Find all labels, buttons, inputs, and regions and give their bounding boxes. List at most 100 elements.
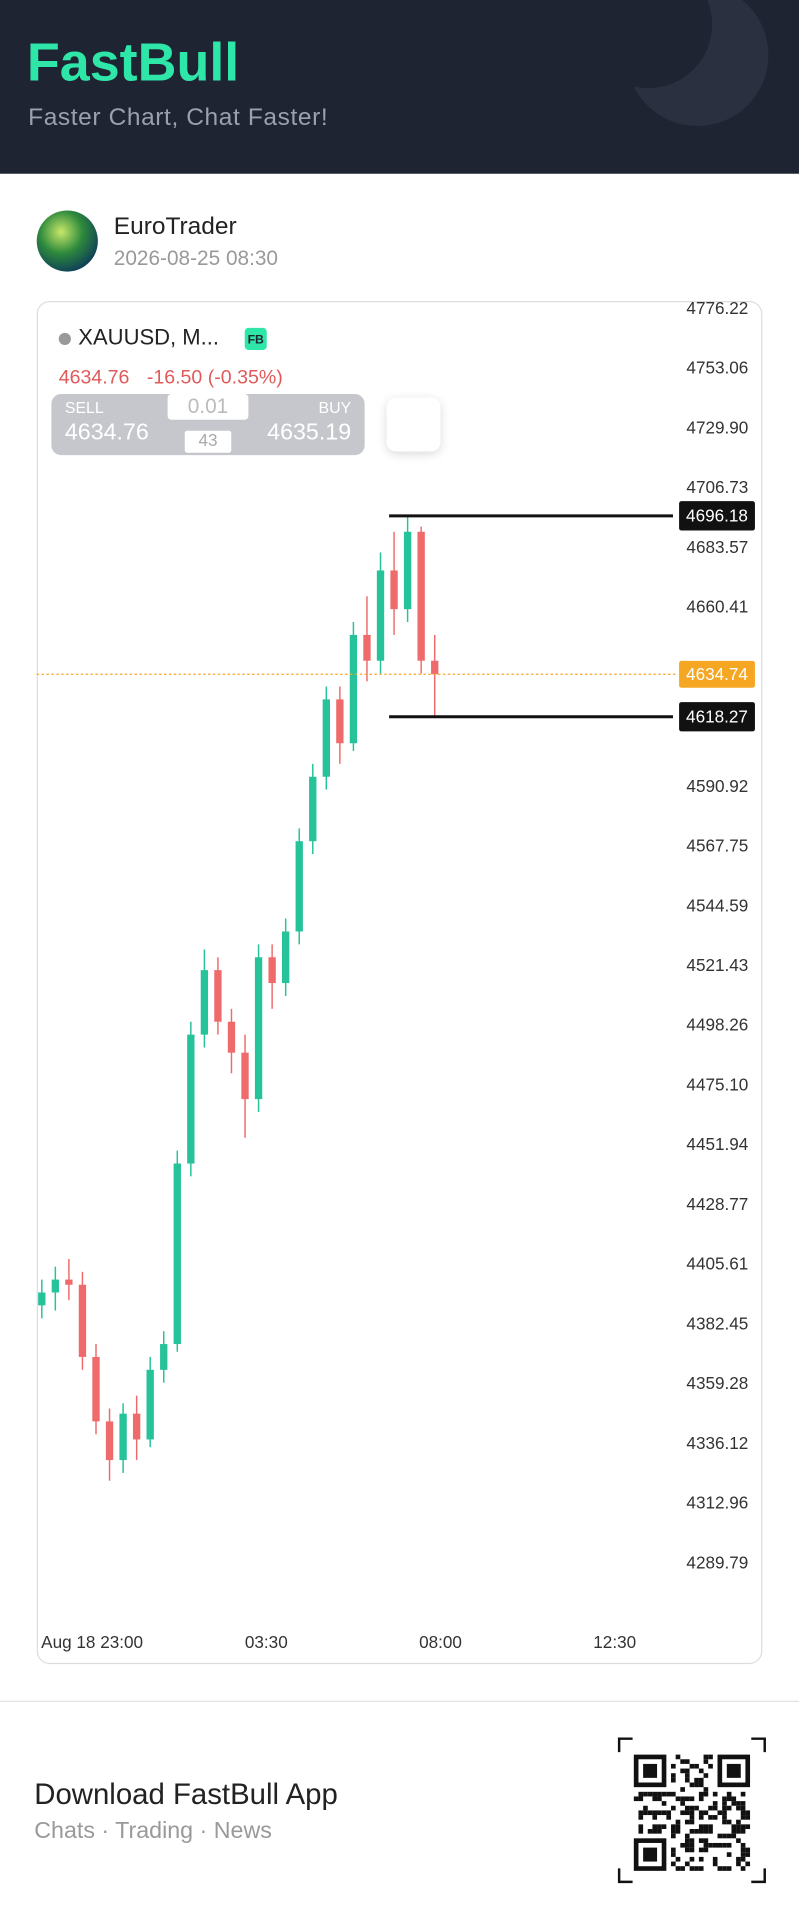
qr-cell — [689, 1782, 695, 1788]
y-tick-label: 4753.06 — [686, 358, 748, 378]
qr-cell — [745, 1852, 751, 1857]
qr-cell — [712, 1801, 718, 1806]
qr-finder — [643, 1763, 658, 1778]
qr-cell — [671, 1833, 676, 1839]
qr-cell — [666, 1791, 672, 1797]
lot[interactable]: 0.01 — [188, 395, 228, 418]
qr-cell — [666, 1810, 672, 1816]
qr-cell — [633, 1796, 639, 1802]
qr-cell — [736, 1829, 741, 1834]
qr-cell — [684, 1833, 690, 1839]
qr-cell — [694, 1866, 699, 1871]
qr-cell — [638, 1796, 644, 1802]
qr-cell — [684, 1819, 690, 1825]
qr-cell — [671, 1791, 676, 1797]
qr-cell — [671, 1773, 676, 1778]
qr-cell — [680, 1787, 685, 1792]
candle-body — [105, 1421, 114, 1461]
qr-cell — [731, 1824, 737, 1830]
candle-body — [38, 1292, 46, 1306]
qr-cell — [717, 1842, 723, 1848]
qr-cell — [712, 1861, 718, 1867]
qr-cell — [652, 1829, 658, 1834]
qr-cell — [708, 1805, 713, 1811]
y-tick-label: 4590.92 — [686, 776, 748, 796]
candle-body — [403, 531, 412, 610]
qr-cell — [675, 1819, 681, 1825]
avatar[interactable] — [36, 210, 98, 272]
qr-cell — [684, 1773, 690, 1778]
app-title: FastBull — [27, 32, 239, 92]
qr-cell — [698, 1768, 704, 1774]
level-label: 4696.18 — [686, 506, 748, 526]
y-tick-label: 4382.45 — [686, 1313, 748, 1333]
qr-cell — [736, 1824, 741, 1830]
qr-cell — [657, 1796, 662, 1802]
qr-cell — [680, 1768, 685, 1774]
qr-cell — [708, 1824, 713, 1830]
qr-cell — [703, 1773, 709, 1778]
buy-price[interactable]: 4635.19 — [267, 418, 351, 444]
qr-cell — [703, 1838, 709, 1843]
sell-price[interactable]: 4634.76 — [65, 418, 149, 444]
qr-cell — [689, 1838, 695, 1843]
qr-cell — [675, 1754, 681, 1760]
qr-cell — [698, 1796, 704, 1802]
trade-box — [51, 393, 365, 456]
qr-cell — [717, 1833, 723, 1839]
chart-button[interactable] — [386, 397, 441, 452]
y-tick-label: 4312.96 — [686, 1493, 748, 1513]
qr-cell — [638, 1810, 644, 1816]
x-tick-label: Aug 18 23:00 — [41, 1632, 143, 1652]
qr-cell — [736, 1861, 741, 1867]
qr-cell — [675, 1866, 681, 1871]
qr-cell — [712, 1805, 718, 1811]
qr-cell — [680, 1796, 685, 1802]
level-box — [679, 501, 755, 531]
candle-body — [282, 931, 290, 984]
qr-cell — [661, 1824, 667, 1830]
candle-body — [336, 699, 344, 744]
candle-body — [187, 1034, 195, 1164]
qr-cell — [722, 1796, 727, 1802]
qr-cell — [745, 1861, 751, 1867]
qr-cell — [671, 1861, 676, 1867]
qr-finder — [643, 1847, 658, 1862]
header-decoration — [584, 0, 713, 89]
qr-cell — [731, 1829, 737, 1834]
level-box — [679, 702, 755, 732]
qr-cell — [740, 1856, 746, 1862]
footer-subtitle: Chats · Trading · News — [34, 1817, 272, 1843]
qr-cell — [694, 1782, 699, 1788]
qr-cell — [671, 1777, 676, 1783]
qr-cell — [731, 1801, 737, 1806]
y-tick-label: 4475.10 — [686, 1074, 748, 1094]
qr-cell — [708, 1763, 713, 1769]
qr-cell — [703, 1829, 709, 1834]
qr-cell — [736, 1805, 741, 1811]
sell-label[interactable]: SELL — [65, 400, 104, 417]
chart-panel — [36, 301, 763, 1665]
qr-cell — [698, 1856, 704, 1862]
qr-cell — [703, 1847, 709, 1853]
symbol[interactable]: XAUUSD, M... — [78, 325, 219, 350]
qr-cell — [708, 1815, 713, 1820]
qr-cell — [740, 1801, 746, 1806]
candle-body — [51, 1279, 60, 1293]
app-subtitle: Faster Chart, Chat Faster! — [28, 104, 328, 131]
y-tick-label: 4521.43 — [686, 955, 748, 975]
buy-label[interactable]: BUY — [318, 400, 351, 417]
qr-cell — [680, 1759, 685, 1764]
qr-code[interactable] — [617, 1737, 766, 1884]
candle-body — [119, 1413, 127, 1461]
y-tick-label: 4683.57 — [686, 537, 748, 557]
badge-bg — [244, 327, 267, 350]
y-tick-label: 4451.94 — [686, 1134, 748, 1154]
qr-cell — [703, 1754, 709, 1760]
footer-title[interactable]: Download FastBull App — [34, 1778, 338, 1811]
lot-box[interactable] — [167, 393, 249, 420]
author[interactable]: EuroTrader — [114, 213, 237, 240]
qr-cell — [698, 1866, 704, 1871]
qr-cell — [698, 1782, 704, 1788]
